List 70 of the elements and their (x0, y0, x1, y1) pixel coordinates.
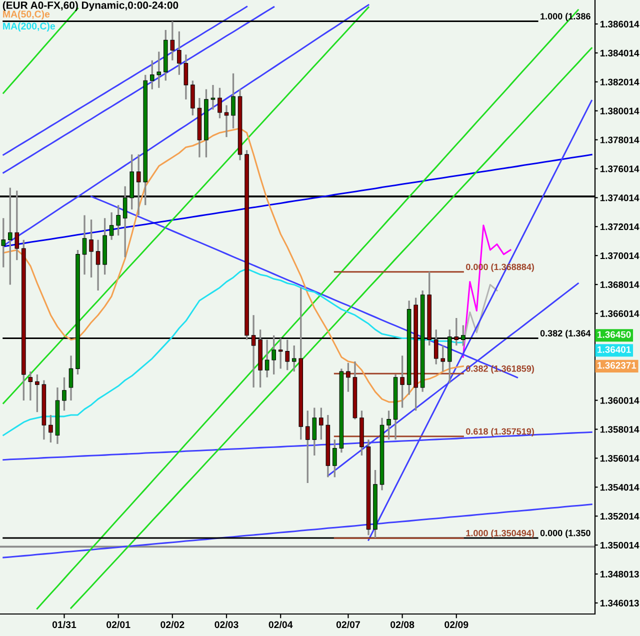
candlestick (1, 217, 6, 268)
x-tick-label: 02/04 (268, 620, 293, 628)
text: MA(200,C)e (3, 22, 56, 32)
candlestick (210, 84, 216, 110)
candlestick (62, 376, 66, 412)
y-tick-label: 1.360014 (600, 397, 640, 404)
candlestick (440, 344, 446, 372)
x-tick-label: 02/02 (160, 620, 184, 628)
y-tick-label: 1.356014 (600, 455, 640, 462)
candlestick (35, 374, 40, 413)
y-tick-label: 1.386014 (600, 20, 640, 28)
y-tick-label: 1.372014 (600, 223, 640, 230)
line-series (2, 128, 464, 403)
candlestick (82, 214, 87, 276)
candlestick (386, 410, 391, 440)
x-tick-label: 02/07 (336, 620, 360, 628)
candlestick (116, 204, 120, 236)
y-tick-label: 1.376014 (600, 166, 640, 172)
candlestick (89, 218, 94, 278)
candlestick (156, 50, 162, 89)
x-tick-label: 02/09 (444, 620, 468, 628)
line-series (2, 268, 464, 436)
text: 1.36401 (598, 346, 631, 353)
y-tick-label: 1.352014 (600, 512, 640, 520)
candlestick (68, 354, 74, 402)
candlestick (292, 344, 296, 372)
candlestick (177, 30, 182, 76)
y-tick-label: 1.384014 (600, 50, 640, 56)
candlestick (400, 354, 404, 409)
text: 1.36450 (598, 331, 631, 338)
series-label: 1.000 (1.350494) (466, 530, 534, 538)
series-label: 0.000 (1.350 (540, 530, 590, 538)
candlestick (218, 87, 222, 120)
candlestick (312, 406, 317, 456)
line-series (2, 154, 592, 248)
y-tick-label: 1.382014 (600, 78, 640, 86)
y-tick-label: 1.354014 (600, 484, 640, 491)
candlestick (48, 414, 53, 444)
candlestick (332, 438, 337, 478)
candlestick (231, 72, 236, 130)
y-tick-label: 1.350014 (600, 542, 640, 549)
chart-title: (EUR A0-FX,60) Dynamic,0:00-24:00 (2, 1, 178, 11)
line-series (462, 284, 498, 346)
y-tick-label: 1.366014 (600, 310, 640, 317)
candlestick (109, 212, 114, 241)
x-tick-label: 02/08 (390, 620, 414, 628)
x-tick-label: 02/03 (214, 620, 238, 628)
y-tick-label: 1.358014 (600, 426, 640, 433)
series-label: 0.618 (1.357519) (466, 428, 534, 436)
y-tick-label: 1.374014 (600, 194, 640, 202)
candlestick (96, 239, 100, 292)
x-tick-label: 02/01 (106, 620, 130, 628)
y-tick-label: 1.368014 (600, 281, 640, 288)
candlestick (346, 362, 350, 393)
text: MA(50,C)e (3, 10, 50, 20)
y-tick-label: 1.370014 (600, 252, 640, 260)
y-tick-label: 1.380014 (600, 108, 640, 114)
candlestick (319, 406, 324, 440)
y-tick-label: 1.378014 (600, 136, 640, 144)
x-tick-label: 01/31 (52, 620, 76, 628)
y-tick-label: 1.348013 (600, 570, 639, 578)
candlestick (184, 54, 188, 100)
candlestick (306, 410, 310, 484)
series-label: 0.382 (1.364 (540, 330, 591, 338)
candlestick (28, 370, 33, 402)
text: 1.362371 (598, 362, 636, 369)
candlestick (224, 104, 229, 138)
candlestick (190, 80, 195, 116)
candlestick (150, 60, 154, 90)
y-tick-label: 1.346013 (600, 600, 639, 606)
